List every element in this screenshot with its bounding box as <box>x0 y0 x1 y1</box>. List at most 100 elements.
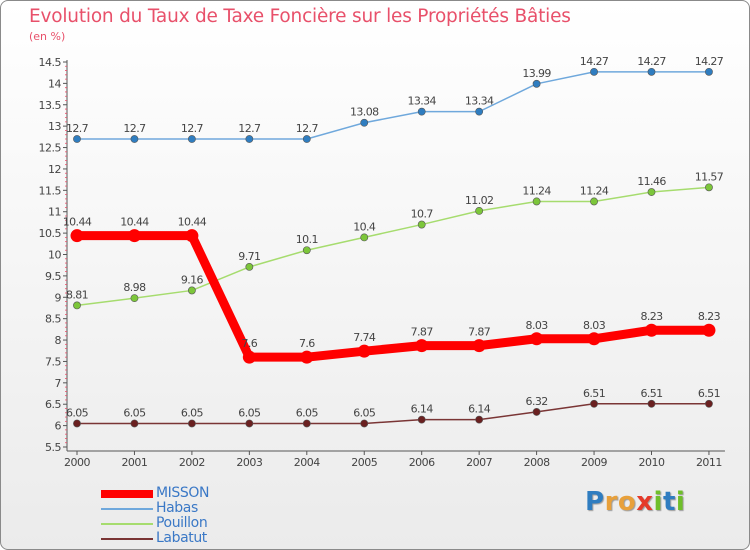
x-tick-label: 2001 <box>121 456 147 469</box>
y-tick-label: 8.5 <box>45 313 61 326</box>
data-label: 14.27 <box>580 55 609 68</box>
x-tick-label: 2009 <box>581 456 607 469</box>
data-label: 12.7 <box>123 122 146 135</box>
y-tick-label: 13 <box>48 120 61 133</box>
data-label: 9.71 <box>238 250 260 263</box>
logo-letter: o <box>617 487 637 517</box>
series-pouillon: 8.81 8.98 9.16 9.71 10.1 10.4 10.7 11.02 11.24 11… <box>66 170 724 310</box>
data-label: 12.7 <box>181 122 204 135</box>
y-tick-label: 12.5 <box>39 142 62 155</box>
y-tick-label: 11 <box>48 206 61 219</box>
data-point <box>245 419 254 428</box>
data-label: 13.34 <box>465 95 494 108</box>
data-point <box>647 67 656 76</box>
data-point <box>300 350 314 364</box>
data-point <box>187 286 196 295</box>
data-label: 10.44 <box>120 216 149 229</box>
data-point <box>587 332 601 346</box>
y-tick-label: 6.5 <box>45 398 61 411</box>
data-point <box>130 419 139 428</box>
logo-letter: t <box>662 487 676 517</box>
proxiti-logo: Proxiti <box>585 487 685 517</box>
data-label: 7.74 <box>353 331 376 344</box>
data-point <box>73 301 81 310</box>
data-label: 6.14 <box>468 403 491 416</box>
data-label: 6.05 <box>353 406 376 419</box>
y-tick-label: 13.5 <box>39 99 62 112</box>
data-label: 6.05 <box>296 406 319 419</box>
data-label: 8.23 <box>698 310 721 323</box>
data-label: 8.81 <box>66 288 88 301</box>
data-point <box>705 183 713 192</box>
y-tick-label: 11.5 <box>39 184 62 197</box>
legend-swatch <box>101 522 153 525</box>
series-labatut: 6.05 6.05 6.05 6.05 6.05 6.05 6.14 6.14 6.32 6.51… <box>66 387 721 428</box>
data-point <box>245 135 254 143</box>
x-tick-label: 2002 <box>179 456 205 469</box>
data-label: 11.02 <box>465 194 494 207</box>
logo-letter: P <box>585 487 605 517</box>
data-label: 14.27 <box>695 55 724 68</box>
legend-item-pouillon: Pouillon <box>101 516 209 531</box>
y-tick-label: 10.5 <box>39 227 62 240</box>
data-point <box>73 419 81 428</box>
series-line-habas <box>76 71 710 140</box>
series-line-pouillon <box>76 186 710 307</box>
data-label: 6.32 <box>526 395 548 408</box>
chart-title: Evolution du Taux de Taxe Foncière sur l… <box>29 6 571 27</box>
y-tick-label: 14.5 <box>39 56 62 69</box>
data-label: 7.87 <box>411 326 434 339</box>
data-label: 7.6 <box>241 337 257 350</box>
data-point <box>187 419 196 428</box>
data-point <box>360 419 369 428</box>
x-tick-label: 2004 <box>294 456 320 469</box>
legend-label: Habas <box>156 500 198 516</box>
data-point <box>127 229 141 243</box>
data-point <box>130 294 139 303</box>
data-point <box>475 107 484 116</box>
data-label: 9.16 <box>181 273 204 286</box>
logo-letter: i <box>653 487 663 517</box>
data-point <box>475 206 484 215</box>
legend-label: MISSON <box>156 485 210 501</box>
x-tick-label: 2005 <box>351 456 377 469</box>
legend-label: Pouillon <box>156 515 208 531</box>
y-tick-label: 7.5 <box>45 355 61 368</box>
data-point <box>417 220 426 229</box>
data-label: 13.34 <box>407 95 436 108</box>
data-label: 6.51 <box>583 387 605 400</box>
data-label: 6.05 <box>181 406 204 419</box>
data-point <box>590 399 598 408</box>
x-tick-label: 2010 <box>639 456 665 469</box>
data-label: 10.7 <box>411 208 434 221</box>
logo-letter: x <box>636 487 654 517</box>
data-label: 8.03 <box>526 319 549 332</box>
data-point <box>302 246 311 255</box>
y-tick-label: 9 <box>55 291 62 304</box>
data-label: 12.7 <box>66 122 89 135</box>
data-point <box>705 399 713 408</box>
data-point <box>532 79 541 88</box>
data-point <box>187 135 196 143</box>
data-point <box>185 229 199 243</box>
chart-legend: MISSON Habas Pouillon Labatut <box>101 486 209 546</box>
y-axis-unit-label: (en %) <box>29 30 66 43</box>
data-point <box>472 339 486 353</box>
data-label: 12.7 <box>296 122 319 135</box>
data-point <box>245 263 254 271</box>
x-tick-label: 2007 <box>466 456 492 469</box>
data-label: 10.4 <box>353 220 376 233</box>
data-label: 7.6 <box>299 337 315 350</box>
data-point <box>242 350 256 364</box>
data-point <box>475 415 484 424</box>
data-label: 13.99 <box>522 67 551 80</box>
data-label: 8.23 <box>640 310 663 323</box>
series-misson: 10.44 10.44 10.44 7.6 7.6 7.74 7.87 7.87 8.03 8.0… <box>63 216 721 364</box>
data-label: 14.27 <box>637 55 666 68</box>
data-label: 6.05 <box>123 406 146 419</box>
data-point <box>70 229 84 243</box>
data-label: 6.05 <box>66 406 89 419</box>
legend-item-labatut: Labatut <box>101 531 209 546</box>
